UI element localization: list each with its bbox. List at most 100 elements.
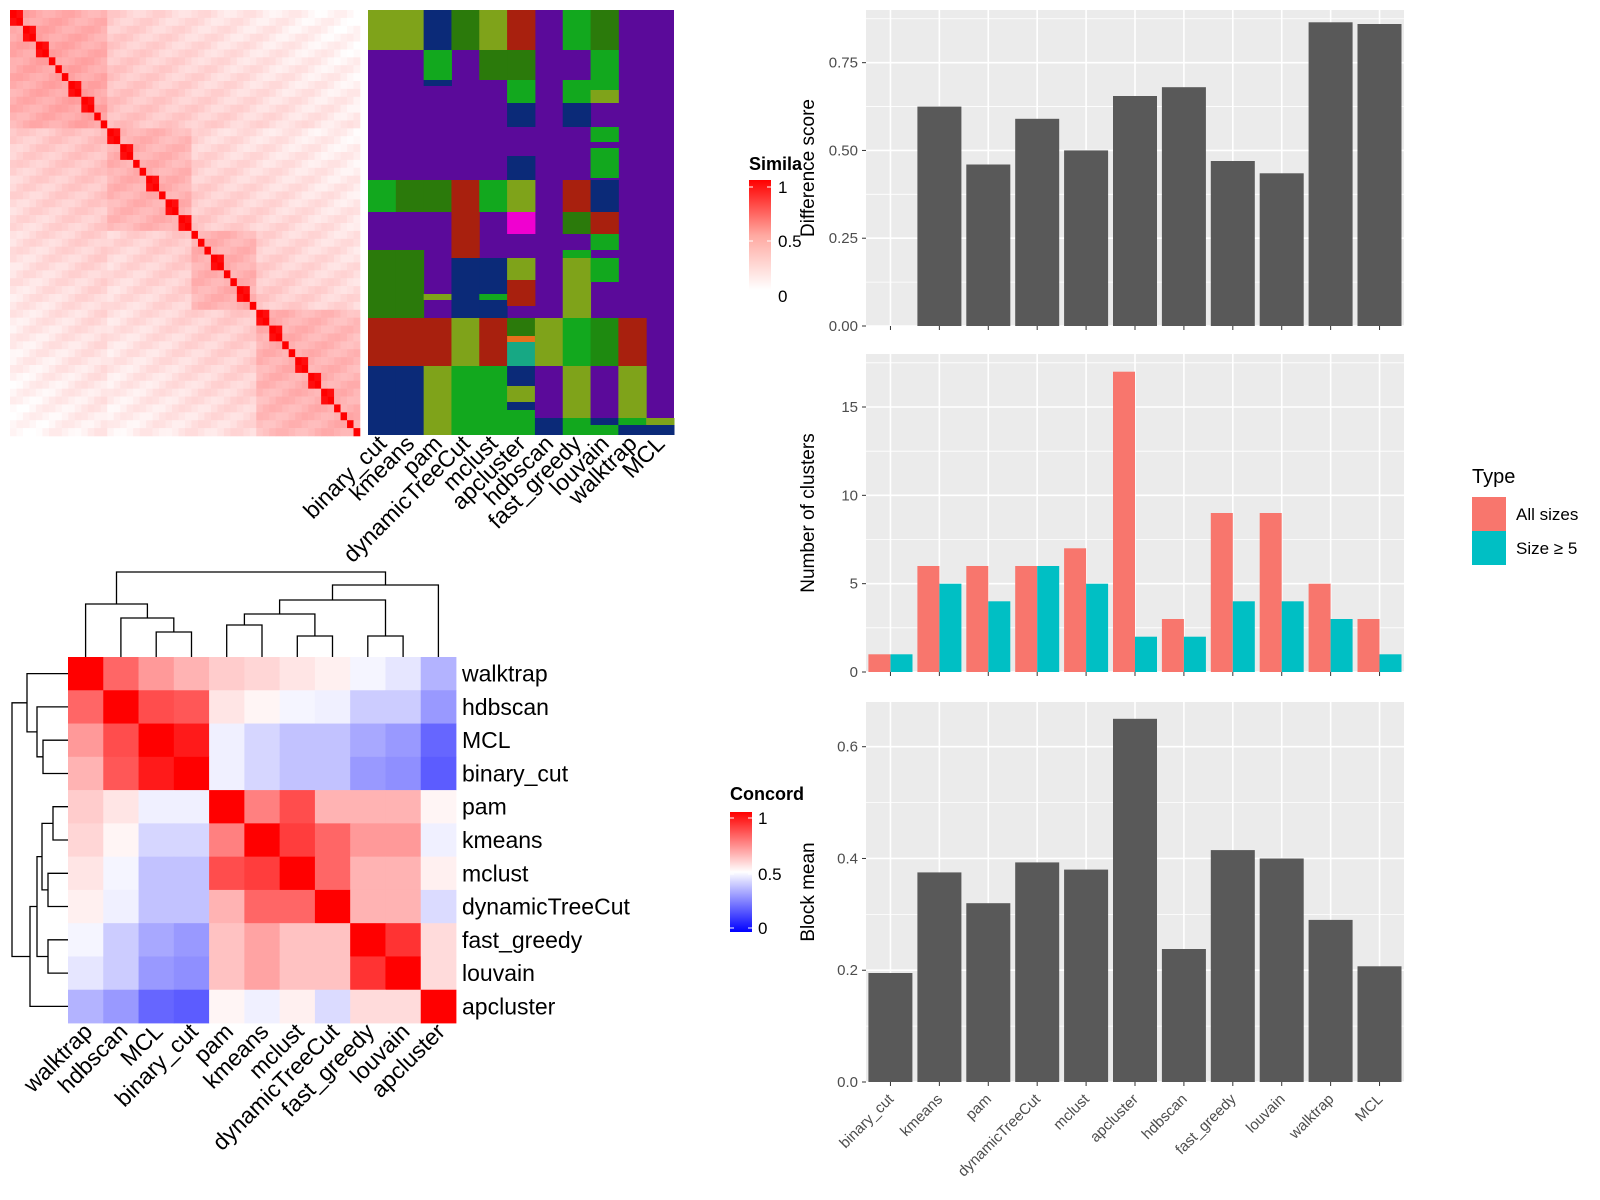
concordance-cell: [173, 956, 210, 991]
similarity-cell: [107, 128, 114, 137]
similarity-cell: [172, 365, 179, 374]
similarity-cell: [100, 349, 108, 358]
similarity-cell: [29, 144, 37, 153]
similarity-cell: [204, 136, 212, 145]
similarity-cell: [249, 57, 257, 66]
similarity-cell: [16, 294, 24, 303]
similarity-cell: [42, 152, 50, 161]
similarity-cell: [16, 17, 24, 27]
concordance-cell: [385, 923, 422, 957]
similarity-cell: [295, 65, 302, 74]
similarity-cell: [197, 41, 205, 50]
membership-cell: [590, 127, 619, 142]
similarity-cell: [94, 262, 102, 271]
similarity-cell: [139, 278, 147, 287]
similarity-cell: [262, 112, 270, 121]
similarity-cell: [165, 104, 173, 113]
similarity-cell: [249, 223, 257, 232]
similarity-cell: [308, 230, 315, 240]
concordance-cell: [314, 657, 351, 691]
similarity-cell: [295, 81, 302, 90]
similarity-cell: [308, 215, 315, 224]
similarity-cell: [197, 159, 205, 169]
similarity-cell: [347, 278, 354, 287]
membership-cell: [479, 294, 508, 300]
membership-cell: [562, 418, 592, 435]
similarity-cell: [256, 333, 264, 342]
similarity-cell: [269, 404, 277, 413]
similarity-cell: [347, 254, 354, 263]
similarity-cell: [61, 230, 69, 240]
similarity-cell: [308, 25, 315, 34]
similarity-cell: [334, 349, 341, 358]
similarity-cell: [42, 317, 50, 326]
similarity-cell: [10, 404, 17, 413]
similarity-cell: [10, 49, 17, 58]
similarity-cell: [68, 262, 76, 271]
similarity-cell: [113, 223, 121, 232]
similarity-cell: [217, 120, 225, 129]
concordance-cell: [138, 956, 175, 991]
similarity-cell: [301, 223, 309, 232]
similarity-cell: [139, 230, 147, 240]
similarity-cell: [314, 349, 322, 358]
similarity-cell: [217, 238, 225, 247]
similarity-cell: [217, 365, 225, 374]
similarity-cell: [191, 104, 199, 113]
similarity-cell: [152, 215, 160, 224]
similarity-cell: [81, 223, 89, 232]
similarity-cell: [256, 286, 264, 295]
similarity-cell: [353, 88, 361, 98]
similarity-cell: [113, 96, 121, 105]
similarity-cell: [22, 167, 30, 176]
similarity-cell: [68, 278, 76, 287]
similarity-cell: [152, 183, 160, 192]
similarity-cell: [48, 278, 56, 287]
similarity-cell: [334, 388, 341, 397]
similarity-cell: [61, 199, 69, 208]
similarity-cell: [81, 112, 89, 121]
similarity-cell: [29, 333, 37, 342]
similarity-cell: [185, 301, 192, 311]
similarity-cell: [288, 104, 296, 113]
similarity-cell: [295, 317, 302, 326]
similarity-cell: [68, 309, 76, 318]
similarity-cell: [29, 238, 37, 247]
y-tick-label: 0.25: [829, 230, 858, 247]
similarity-cell: [275, 230, 283, 240]
similarity-cell: [197, 396, 205, 405]
concordance-cell: [103, 790, 139, 824]
similarity-cell: [100, 317, 108, 326]
similarity-cell: [275, 372, 283, 382]
similarity-cell: [94, 159, 102, 169]
similarity-cell: [308, 270, 315, 279]
similarity-cell: [113, 10, 121, 19]
similarity-cell: [282, 309, 289, 318]
similarity-cell: [100, 88, 108, 98]
similarity-cell: [353, 112, 361, 121]
similarity-cell: [295, 380, 302, 389]
similarity-cell: [146, 317, 153, 326]
similarity-cell: [10, 207, 17, 216]
similarity-cell: [133, 10, 140, 19]
similarity-cell: [301, 191, 309, 200]
similarity-cell: [172, 286, 179, 295]
similarity-cell: [48, 57, 56, 66]
similarity-cell: [48, 65, 56, 74]
similarity-cell: [353, 301, 361, 311]
similarity-cell: [55, 270, 63, 279]
similarity-cell: [256, 152, 264, 161]
similarity-cell: [152, 49, 160, 58]
similarity-cell: [120, 270, 127, 279]
similarity-cell: [113, 309, 121, 318]
similarity-cell: [81, 167, 89, 176]
similarity-cell: [197, 215, 205, 224]
similarity-cell: [353, 333, 361, 342]
similarity-cell: [87, 254, 95, 263]
similarity-cell: [230, 349, 238, 358]
similarity-cell: [165, 199, 173, 208]
similarity-cell: [295, 301, 302, 311]
similarity-cell: [308, 238, 315, 247]
similarity-cell: [191, 372, 199, 382]
similarity-cell: [61, 428, 69, 437]
